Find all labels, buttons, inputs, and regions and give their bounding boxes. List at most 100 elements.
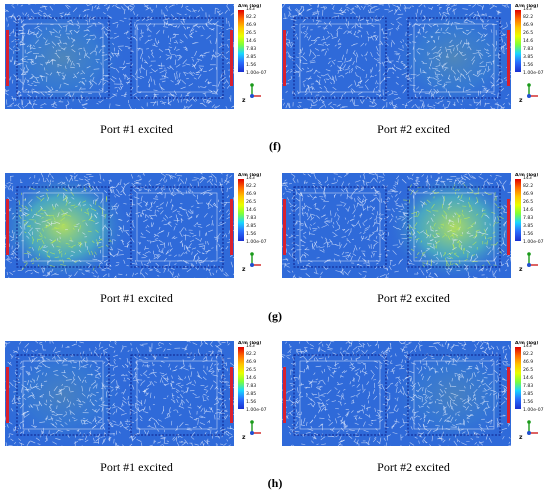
current-arrow [345,71,349,75]
current-arrow [58,430,63,432]
current-arrow [42,372,44,375]
current-arrow [481,94,485,97]
current-arrow [340,201,345,204]
current-arrow [159,377,163,383]
current-arrow [49,31,55,34]
current-arrow [53,17,58,22]
current-arrow [313,222,316,225]
current-arrow [371,213,375,215]
current-arrow [480,429,483,432]
current-arrow [172,436,175,440]
current-arrow [427,263,432,266]
current-arrow [289,55,294,59]
current-arrow [198,352,201,356]
current-arrow [18,372,22,378]
current-arrow [367,9,371,14]
current-arrow [163,348,166,352]
current-arrow [174,254,178,258]
current-arrow [33,356,38,360]
current-arrow [96,60,99,64]
current-arrow [149,64,153,67]
current-arrow [397,6,402,12]
current-arrow [481,5,485,11]
legend-tick: 82.2 [523,184,534,189]
current-arrow [23,398,27,400]
current-arrow [41,217,44,219]
current-arrow [122,185,126,192]
current-arrow [285,31,289,37]
legend-tick: 82.2 [246,184,257,189]
current-arrow [155,270,161,273]
current-arrow [135,211,141,215]
current-arrow [88,80,93,85]
current-arrow [356,4,359,8]
current-arrow [344,57,346,64]
current-arrow [487,68,491,73]
current-arrow [314,48,319,51]
current-arrow [112,188,115,194]
current-arrow [212,370,215,372]
current-arrow [294,206,300,211]
current-arrow [210,371,215,375]
current-arrow [35,349,38,352]
current-arrow [31,247,34,251]
current-arrow [295,63,300,69]
current-arrow [321,225,327,228]
current-arrow [463,68,468,74]
current-arrow [416,74,420,77]
current-arrow [303,83,305,88]
current-arrow [215,177,217,183]
current-arrow [343,388,346,391]
current-arrow [24,12,28,16]
current-arrow [345,207,349,212]
current-arrow [196,58,202,61]
current-arrow [320,6,327,8]
current-arrow [395,67,402,70]
current-arrow [504,42,507,46]
current-arrow [230,254,233,258]
current-arrow [427,40,430,43]
current-arrow [17,378,20,381]
current-arrow [131,182,136,187]
current-arrow [193,77,197,80]
current-arrow [440,176,443,179]
current-arrow [383,200,386,205]
current-arrow [153,94,156,100]
current-arrow [163,21,168,25]
current-arrow [305,273,311,278]
current-arrow [136,432,140,435]
current-arrow [142,406,146,412]
current-arrow [359,200,363,205]
current-arrow [490,345,495,349]
current-arrow [356,220,360,226]
current-arrow [199,178,205,184]
current-arrow [187,210,192,215]
current-arrow [223,76,226,79]
current-arrow [481,267,484,270]
current-arrow [323,5,326,10]
current-arrow [90,213,92,220]
current-arrow [55,393,62,396]
current-arrow [123,426,128,431]
current-arrow [26,441,30,446]
current-arrow [158,344,161,347]
current-arrow [282,418,284,421]
right-patch-outline [407,17,501,99]
current-arrow [444,232,448,237]
current-arrow [38,9,43,13]
current-arrow [110,78,115,83]
current-arrow [218,409,223,415]
current-arrow [200,415,206,419]
current-arrow [72,38,75,43]
current-arrow [209,406,211,410]
current-arrow [455,25,458,30]
current-arrow [32,239,34,245]
current-arrow [188,243,192,247]
row-label: (g) [268,309,282,323]
current-arrow [141,212,144,215]
current-arrow [185,63,191,66]
current-arrow [13,74,17,78]
current-arrow [381,237,386,242]
current-arrow [184,252,186,254]
field-plot-panel: A/m (log) 143 82.2 46.9 26.5 14.6 7.83 3.85 1.56… [5,173,268,278]
